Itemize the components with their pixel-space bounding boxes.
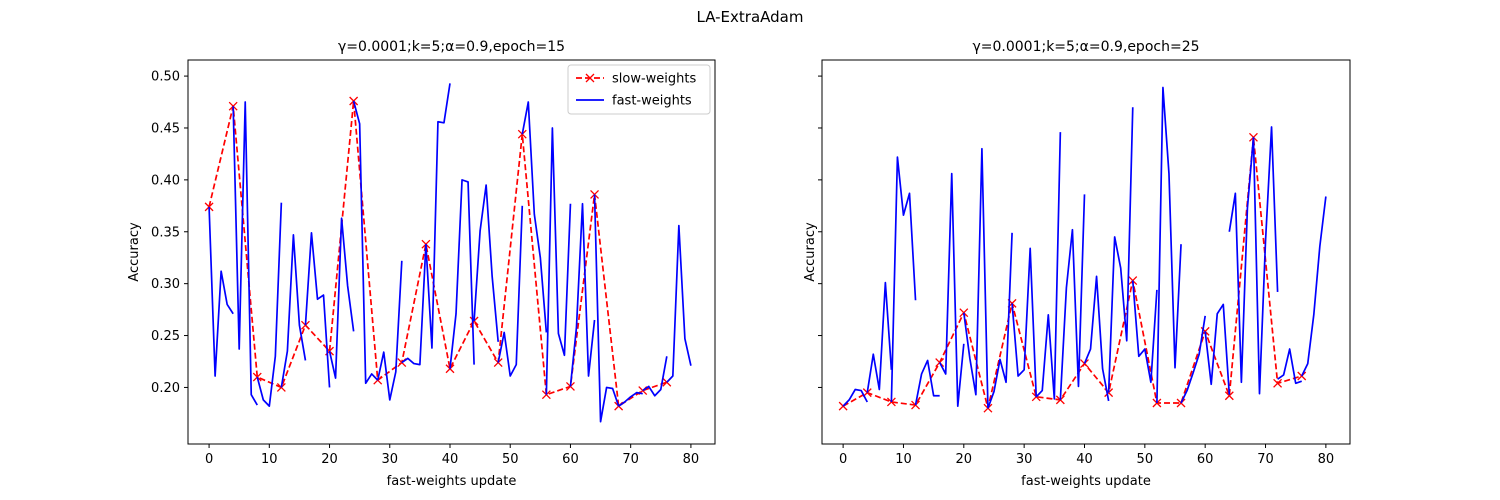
fast-weights-line-segment xyxy=(1011,247,1038,397)
fast-weights-line-segment xyxy=(1204,303,1231,395)
slow-weights-marker xyxy=(1273,378,1283,388)
slow-weights-marker xyxy=(1297,371,1307,381)
slow-weights-line xyxy=(208,100,668,407)
legend-label: fast-weights xyxy=(612,94,692,109)
x-tick-label: 0 xyxy=(205,452,213,467)
fast-weights-line-segment xyxy=(304,231,331,388)
x-tick-label: 30 xyxy=(381,452,398,467)
fast-weights-line-segment xyxy=(987,232,1013,409)
chart-title: γ=0.0001;k=5;α=0.9,epoch=25 xyxy=(972,39,1199,55)
fast-weights-line-segment xyxy=(914,359,940,406)
x-axis-label: fast-weights update xyxy=(387,474,517,489)
x-tick-label: 0 xyxy=(839,452,847,467)
x-tick-label: 10 xyxy=(261,452,278,467)
fast-weights-line-segment xyxy=(962,147,989,409)
x-axis-label: fast-weights update xyxy=(1021,474,1151,489)
slow-weights-marker xyxy=(252,372,262,382)
fast-weights-line-segment xyxy=(497,205,524,377)
x-tick-label: 60 xyxy=(562,452,579,467)
slow-weights-marker xyxy=(935,358,945,367)
fast-weights-line-segment xyxy=(642,356,668,397)
fast-weights-line-segment xyxy=(618,391,643,407)
fast-weights-line-segment xyxy=(1252,126,1279,395)
fast-weights-line-segment xyxy=(593,194,620,423)
fast-weights-line-segment xyxy=(569,202,596,387)
slow-weights-marker xyxy=(493,358,503,367)
plot-area-frame xyxy=(187,59,716,445)
fast-weights-line-segment xyxy=(1083,275,1110,402)
fast-weights-line-segment xyxy=(473,184,500,342)
slow-weights-marker xyxy=(421,239,431,249)
fast-weights-line-segment xyxy=(352,100,379,385)
x-tick-label: 50 xyxy=(1137,452,1154,467)
fast-weights-line-segment xyxy=(521,101,548,333)
fast-weights-line-segment xyxy=(328,217,355,379)
x-tick-label: 20 xyxy=(956,452,973,467)
chart-panel-1: γ=0.0001;k=5;α=0.9,epoch=15 0 10 20 30 40 50 60… xyxy=(127,39,716,489)
slow-weights-marker xyxy=(983,403,993,413)
slow-weights-marker xyxy=(1055,395,1065,405)
x-tick-label: 40 xyxy=(442,452,459,467)
fast-weights-line-segment xyxy=(1107,107,1134,393)
y-tick-label: 0.35 xyxy=(151,225,180,240)
fast-weights-line-segment xyxy=(208,206,234,377)
slow-weights-marker xyxy=(1248,132,1258,142)
fast-weights-line-segment xyxy=(938,172,965,407)
fast-weights-line-segment xyxy=(1277,348,1303,385)
fast-weights-line-segment xyxy=(890,156,917,402)
fast-weights-line-segment xyxy=(866,281,893,393)
fast-weights-line-segment xyxy=(280,234,307,388)
legend-label: slow-weights xyxy=(612,72,696,87)
chart-title: γ=0.0001;k=5;α=0.9,epoch=15 xyxy=(338,39,565,55)
fast-weights-line-segment xyxy=(449,179,475,369)
figure-suptitle: LA-ExtraAdam xyxy=(697,8,804,26)
y-tick-label: 0.45 xyxy=(151,121,180,136)
fast-weights-line-segment xyxy=(401,244,427,366)
fast-weights-line-segment xyxy=(1131,280,1158,384)
y-axis-label: Accuracy xyxy=(803,222,818,282)
fast-weights-line-segment xyxy=(256,202,283,407)
y-tick-label: 0.20 xyxy=(151,381,180,396)
slow-weights-marker xyxy=(1224,391,1234,401)
y-tick-label: 0.30 xyxy=(151,277,180,292)
fast-weights-line-segment xyxy=(1059,194,1086,400)
fast-weights-line-segment xyxy=(376,260,403,401)
y-tick-label: 0.40 xyxy=(151,173,180,188)
y-tick-label: 0.50 xyxy=(151,70,180,85)
slow-weights-marker xyxy=(541,390,551,400)
x-tick-label: 10 xyxy=(895,452,912,467)
legend: slow-weights fast-weights xyxy=(567,64,711,115)
slow-weights-line xyxy=(842,136,1302,410)
y-tick-label: 0.25 xyxy=(151,329,180,344)
x-tick-label: 80 xyxy=(1318,452,1335,467)
x-tick-label: 60 xyxy=(1197,452,1214,467)
fast-weights-line-segment xyxy=(545,127,572,395)
fast-weights-line-segment xyxy=(1228,137,1255,384)
fast-weights-line-segment xyxy=(666,224,692,383)
x-tick-label: 50 xyxy=(502,452,519,467)
plot-area-frame xyxy=(821,59,1351,445)
fast-weights-line-segment xyxy=(1035,132,1062,400)
x-tick-label: 30 xyxy=(1016,452,1033,467)
fast-weights-line-segment xyxy=(232,101,258,406)
fast-weights-line-segment xyxy=(1300,196,1327,377)
legend-marker-slow-weights xyxy=(585,73,595,83)
fast-weights-line-segment xyxy=(1180,315,1207,404)
x-tick-label: 20 xyxy=(321,452,338,467)
y-axis-label: Accuracy xyxy=(127,222,142,282)
x-tick-label: 80 xyxy=(683,452,700,467)
x-tick-label: 70 xyxy=(622,452,639,467)
fast-weights-line-segment xyxy=(1156,86,1182,404)
x-tick-label: 40 xyxy=(1076,452,1093,467)
x-tick-label: 70 xyxy=(1257,452,1274,467)
slow-weights-marker xyxy=(911,400,920,410)
chart-panel-2: γ=0.0001;k=5;α=0.9,epoch=25 0 10 20 30 40 50 60… xyxy=(803,39,1351,489)
fast-weights-line-segment xyxy=(842,388,869,407)
fast-weights-line-segment xyxy=(425,83,451,349)
